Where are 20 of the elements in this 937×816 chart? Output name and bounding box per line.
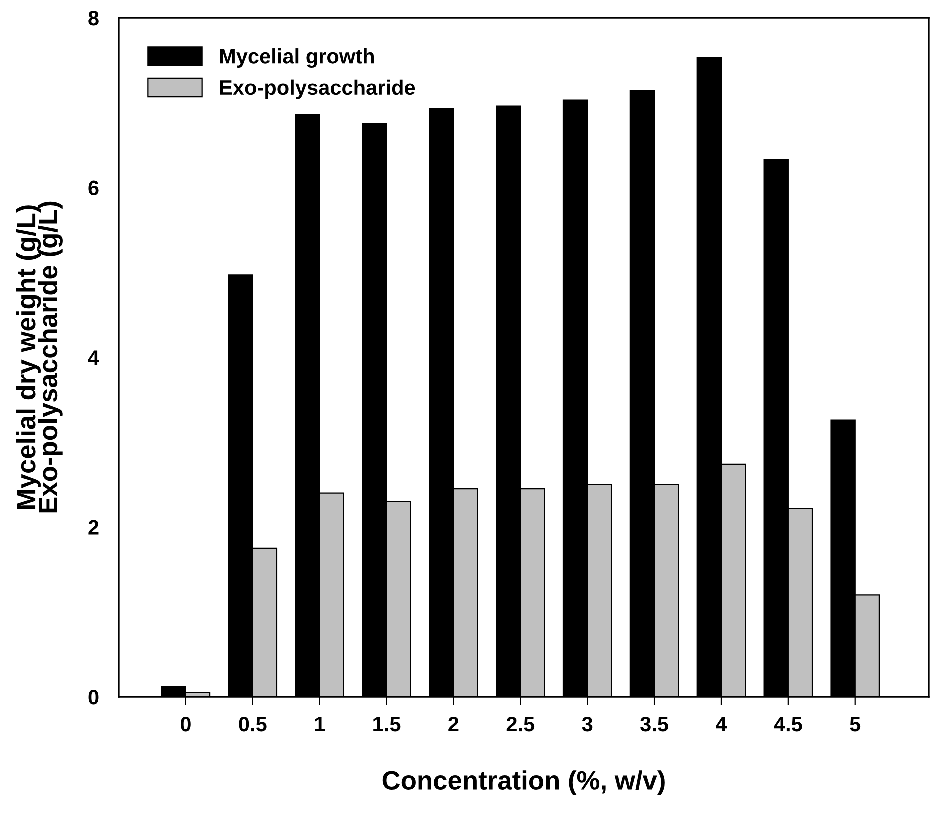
x-tick-label: 1.5	[374, 717, 401, 732]
y-tick-label: 2	[88, 520, 99, 535]
y-axis-title: Mycelial dry weight (g/L) Exo-polysaccharide (g/L)	[16, 202, 63, 513]
legend-label: Mycelial growth	[220, 48, 374, 68]
x-tick-label: 1	[315, 717, 326, 732]
y-tick-label: 0	[88, 690, 99, 705]
x-tick-label: 4.5	[774, 717, 802, 732]
y-tick-label: 6	[88, 180, 99, 196]
x-tick-label: 4	[716, 717, 728, 732]
x-tick-label: 3.5	[640, 716, 668, 732]
x-tick-label: 5	[850, 717, 861, 732]
x-tick-label: 3	[582, 716, 593, 732]
y-tick-label: 8	[88, 11, 99, 26]
x-axis-title: Concentration (%, w/v)	[382, 770, 665, 796]
x-tick-label: 0	[180, 716, 191, 732]
y-tick-label: 4	[88, 350, 100, 366]
x-tick-label: 0.5	[239, 716, 267, 732]
legend-label: Exo-polysaccharide	[220, 80, 416, 100]
x-tick-label: 2.5	[506, 716, 535, 732]
x-tick-label: 2	[448, 716, 459, 732]
